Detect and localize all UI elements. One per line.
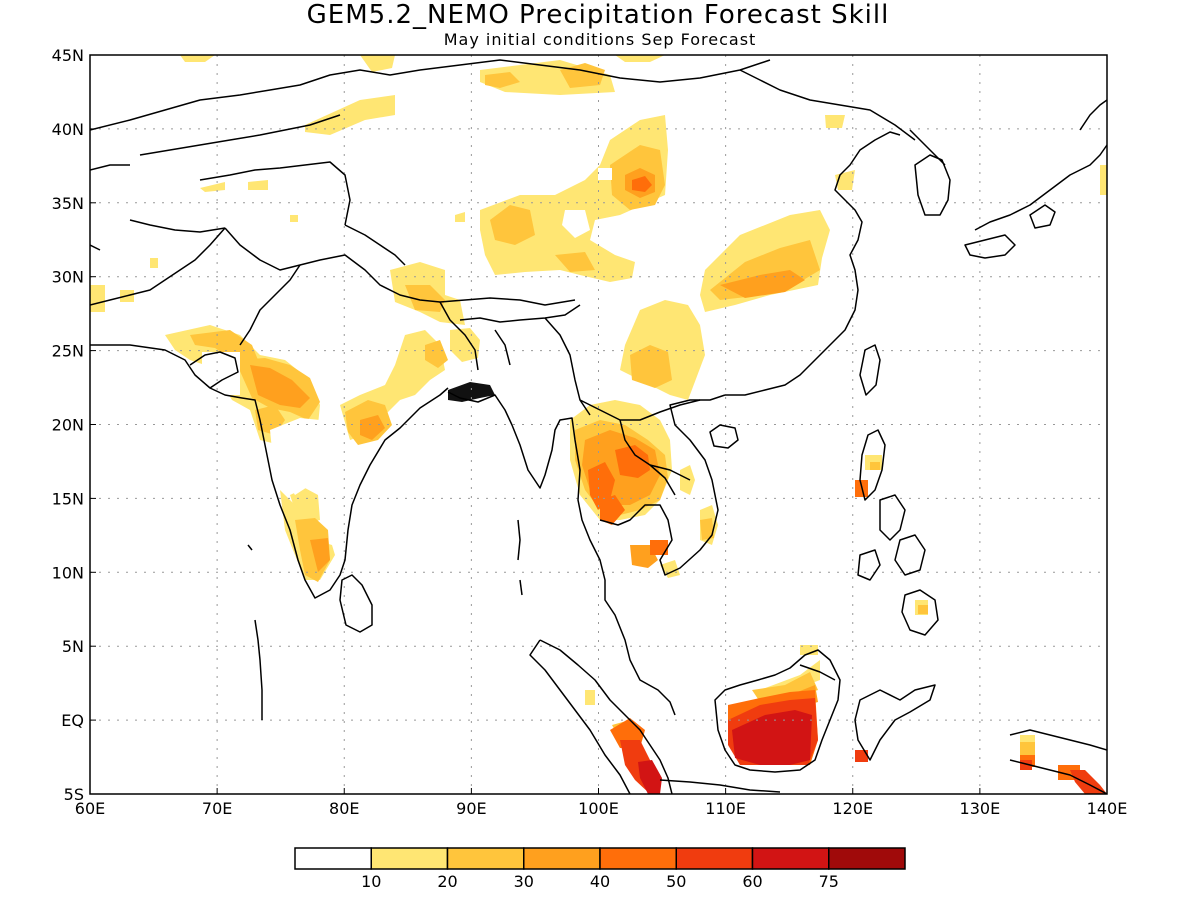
x-tick-label: 90E: [456, 799, 486, 818]
colorbar-label: 40: [590, 872, 610, 891]
coastline-layer: [90, 59, 1107, 794]
colorbar-swatch: [523, 847, 601, 870]
colorbar-swatch: [370, 847, 449, 870]
y-tick-label: 45N: [52, 46, 84, 65]
page-subtitle: May initial conditions Sep Forecast: [444, 30, 757, 49]
skill-shading-layer: [90, 55, 1107, 794]
axis-ticks: 60E 70E 80E 90E 100E 110E 120E 130E 140E 5S EQ 5N 10…: [52, 46, 1128, 818]
x-tick-label: 80E: [329, 799, 359, 818]
y-tick-label: 5S: [64, 785, 84, 804]
page-title: GEM5.2_NEMO Precipitation Forecast Skill: [307, 0, 890, 30]
x-tick-label: 70E: [202, 799, 232, 818]
colorbar-swatch: [675, 847, 754, 870]
colorbar-swatch: [828, 847, 906, 870]
map-panel: 60E 70E 80E 90E 100E 110E 120E 130E 140E 5S EQ 5N 10…: [52, 46, 1128, 818]
y-tick-label: 25N: [52, 342, 84, 361]
colorbar-swatch: [446, 847, 525, 870]
y-tick-label: 5N: [62, 637, 84, 656]
x-tick-label: 120E: [832, 799, 873, 818]
y-tick-label: 40N: [52, 120, 84, 139]
y-tick-label: 10N: [52, 563, 84, 582]
colorbar-label: 50: [666, 872, 686, 891]
colorbar: 10 20 30 40 50 60 75: [294, 847, 906, 891]
x-tick-label: 100E: [578, 799, 619, 818]
colorbar-swatch: [751, 847, 830, 870]
x-tick-label: 140E: [1087, 799, 1128, 818]
colorbar-label: 60: [742, 872, 762, 891]
y-tick-label: 20N: [52, 416, 84, 435]
colorbar-label: 30: [514, 872, 534, 891]
colorbar-label: 10: [361, 872, 381, 891]
x-tick-label: 60E: [75, 799, 105, 818]
y-tick-label: 35N: [52, 194, 84, 213]
map-gridlines: [90, 55, 1107, 794]
x-tick-label: 110E: [705, 799, 746, 818]
colorbar-label: 20: [437, 872, 457, 891]
colorbar-label: 75: [819, 872, 839, 891]
y-tick-label: 15N: [52, 489, 84, 508]
x-tick-label: 130E: [960, 799, 1001, 818]
y-tick-label: EQ: [61, 711, 84, 730]
y-tick-label: 30N: [52, 268, 84, 287]
colorbar-swatch: [599, 847, 677, 870]
colorbar-swatch: [294, 847, 372, 870]
